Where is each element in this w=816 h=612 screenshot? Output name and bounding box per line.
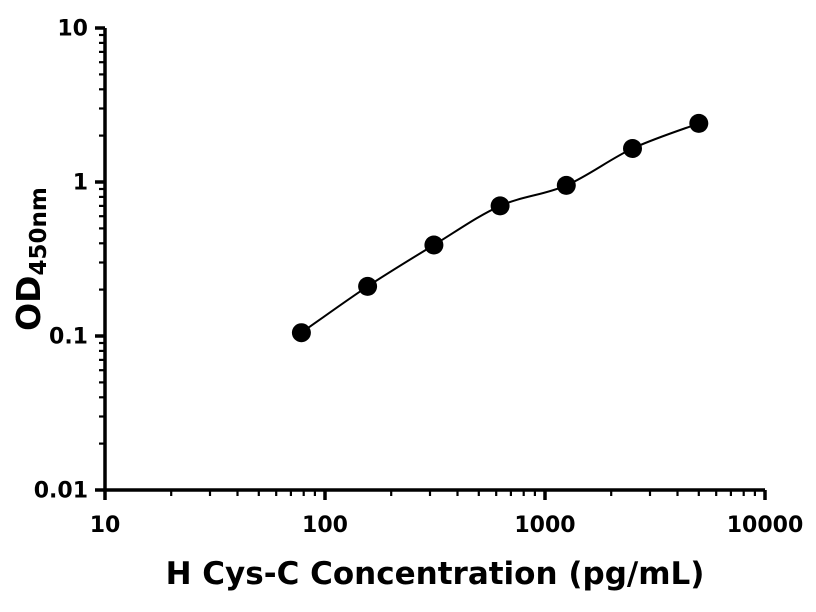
axis-lines: [103, 28, 765, 492]
x-axis-title: H Cys-C Concentration (pg/mL): [166, 556, 705, 592]
y-axis-title: OD450nm: [9, 187, 52, 331]
axes: [103, 28, 765, 492]
y-tick-label: 0.1: [49, 325, 88, 350]
x-tick-label: 10: [90, 513, 121, 538]
data-point: [490, 196, 510, 216]
data-point: [689, 113, 709, 133]
axis-tick-labels: 10 100 1000 10000 0.01 0.1 1 10: [34, 17, 804, 538]
y-tick-label: 10: [57, 17, 88, 42]
y-tick-label: 0.01: [34, 479, 88, 504]
data-point: [358, 276, 378, 296]
data-point: [556, 175, 576, 195]
y-axis-title-sub: 450nm: [26, 187, 52, 275]
y-tick-label: 1: [73, 171, 88, 196]
x-tick-label: 100: [302, 513, 348, 538]
data-point: [291, 323, 311, 343]
data-series: [291, 113, 709, 343]
data-point: [424, 235, 444, 255]
axis-ticks: [95, 26, 767, 500]
data-point: [623, 139, 642, 158]
y-axis-title-main: OD: [9, 275, 48, 330]
x-tick-label: 10000: [727, 513, 804, 538]
x-tick-label: 1000: [514, 513, 575, 538]
